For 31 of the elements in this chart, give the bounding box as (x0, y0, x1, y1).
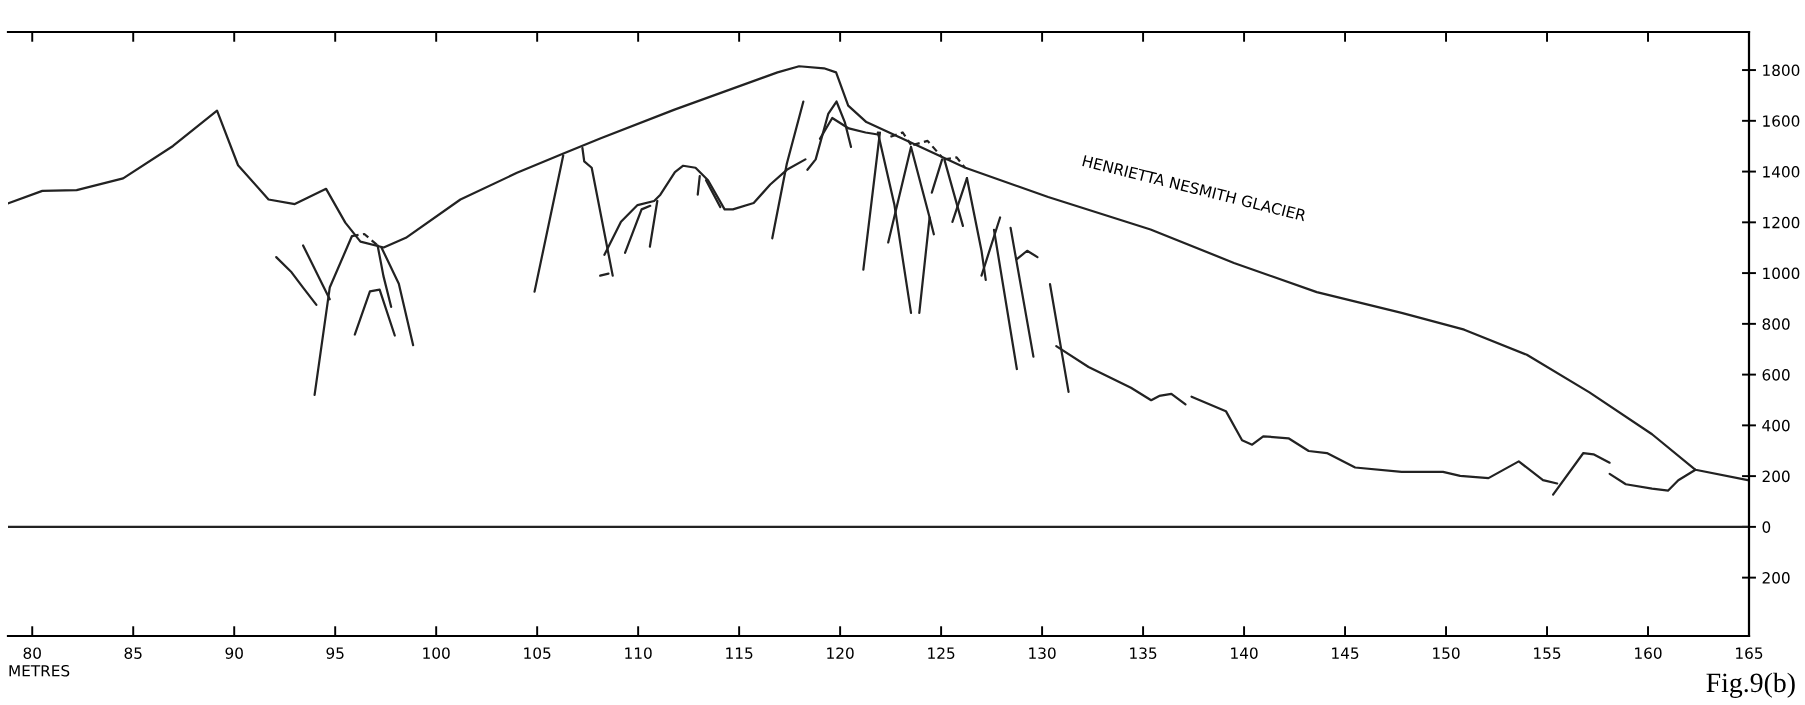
x-tick-label: 90 (225, 647, 243, 659)
y-tick-label: 400 (1762, 419, 1790, 432)
y-tick-label: 0 (1762, 521, 1771, 533)
x-tick-label: 125 (928, 647, 955, 659)
x-tick-label: 145 (1332, 647, 1359, 659)
y-tick-label: 1200 (1763, 216, 1800, 229)
y-tick-label: 1600 (1763, 115, 1800, 127)
x-axis-title: METRES (9, 664, 70, 677)
y-tick-label: 600 (1762, 369, 1790, 381)
x-tick-label: 85 (124, 647, 142, 659)
x-tick-label: 165 (1736, 647, 1763, 659)
x-tick-label: 80 (23, 647, 41, 659)
y-tick-label: 1800 (1763, 64, 1800, 77)
y-tick-label: 1000 (1763, 267, 1800, 280)
x-tick-label: 120 (827, 647, 854, 659)
x-tick-label: 95 (326, 647, 344, 659)
y-tick-label: 1400 (1763, 166, 1800, 178)
x-tick-label: 100 (423, 647, 450, 659)
y-tick-label: 200 (1762, 470, 1790, 483)
x-tick-label: 135 (1130, 647, 1157, 659)
x-tick-label: 150 (1433, 647, 1460, 659)
x-tick-label: 110 (625, 647, 652, 659)
x-tick-label: 160 (1635, 647, 1662, 659)
x-tick-label: 105 (524, 647, 551, 659)
caption: Fig.9(b) (1706, 672, 1795, 698)
x-tick-label: 115 (726, 647, 753, 659)
x-tick-label: 155 (1534, 647, 1561, 659)
y-tick-label: 200 (1762, 572, 1790, 584)
y-tick-label: 800 (1762, 318, 1790, 330)
x-tick-label: 130 (1029, 647, 1056, 659)
x-tick-label: 140 (1231, 647, 1258, 659)
